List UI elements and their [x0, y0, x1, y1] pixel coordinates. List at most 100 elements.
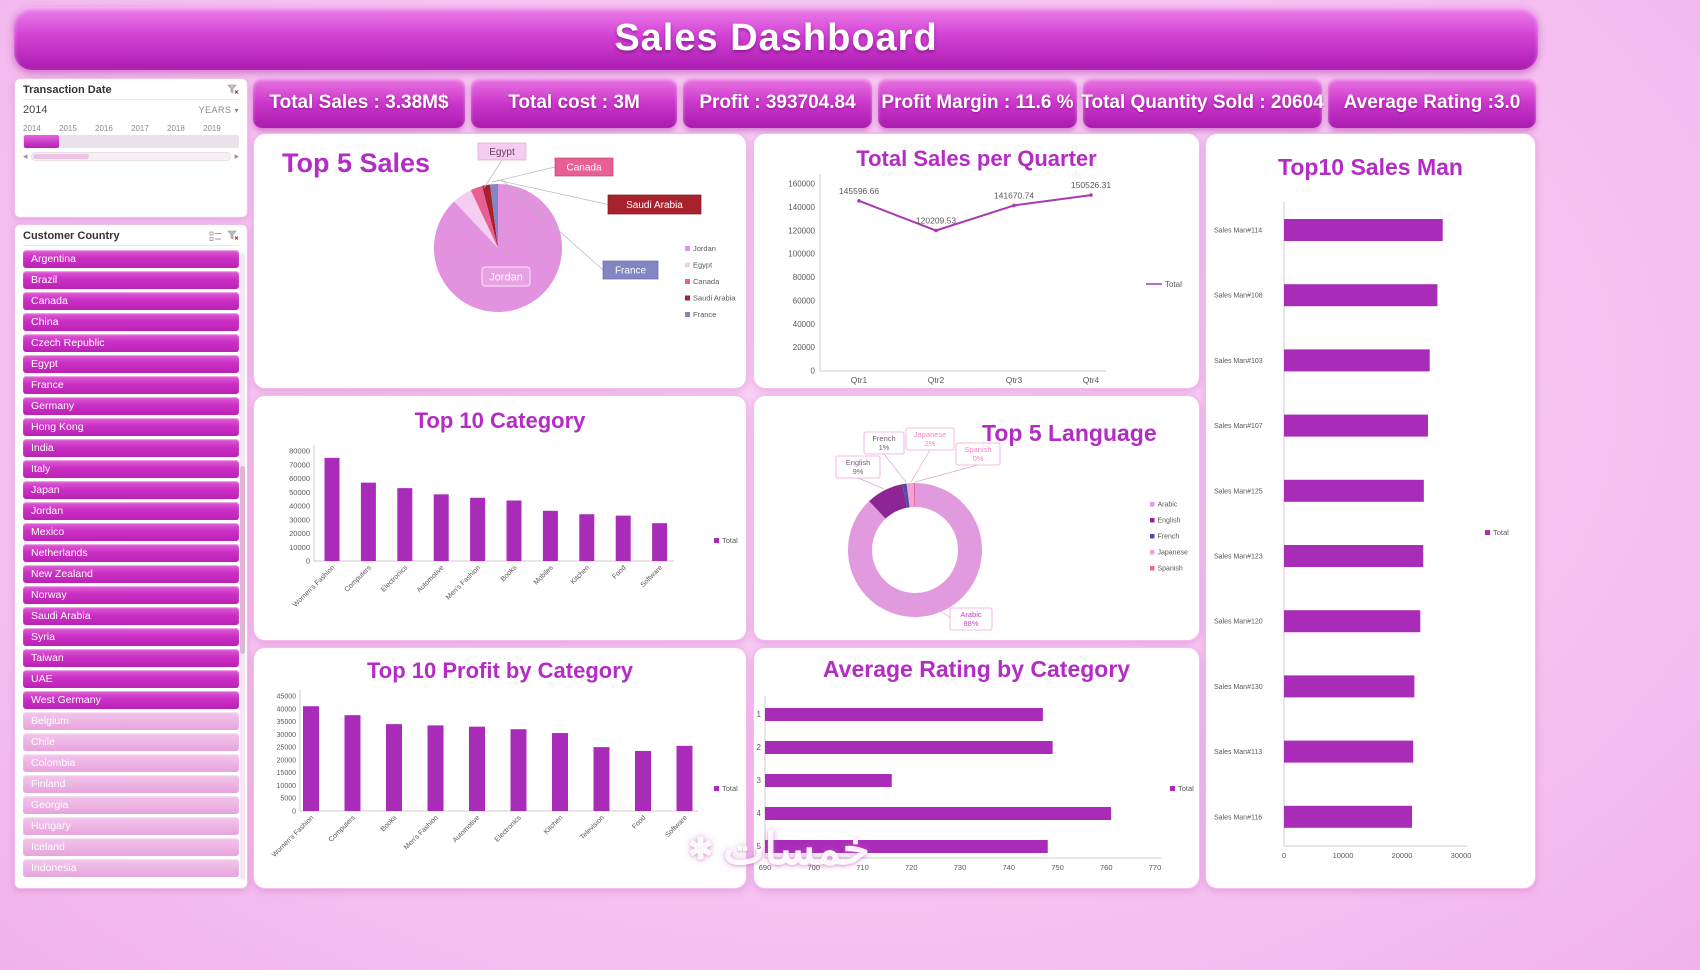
country-scrollbar[interactable]: [240, 253, 245, 880]
y-tick-label: 160000: [788, 180, 815, 189]
top5-sales-pie-chart[interactable]: Jordan Egypt Canada Saudi Arabia France Jorda…: [254, 134, 748, 390]
country-item[interactable]: India: [23, 439, 239, 457]
country-item[interactable]: West Germany: [23, 691, 239, 709]
country-item[interactable]: Iceland: [23, 838, 239, 856]
x-category-label: Electronics: [380, 564, 410, 594]
y-category-label: Sales Man#114: [1214, 228, 1262, 235]
country-item[interactable]: Brazil: [23, 271, 239, 289]
country-item[interactable]: Hong Kong: [23, 418, 239, 436]
bar: [765, 807, 1112, 820]
x-category-label: Women's Fashion: [271, 814, 315, 858]
panel-top10-profit: Top 10 Profit by Category 0 5000 10000 1500…: [253, 647, 747, 889]
bar: [303, 706, 319, 811]
panel-sales-per-quarter: Total Sales per Quarter 0 20000 40000 60000…: [753, 133, 1200, 389]
country-scrollbar-handle[interactable]: [240, 466, 245, 655]
avg-rating-bar-chart[interactable]: 690 700 710 720 730 740 750 760 770 1 2 3 4 5 Total: [754, 648, 1201, 890]
country-item[interactable]: Norway: [23, 586, 239, 604]
callout-leader: [483, 159, 503, 189]
x-tick-label: 30000: [1451, 851, 1472, 860]
country-item[interactable]: New Zealand: [23, 565, 239, 583]
country-item[interactable]: Czech Republic: [23, 334, 239, 352]
pie-inner-label-box: [481, 266, 531, 287]
country-item[interactable]: Colombia: [23, 754, 239, 772]
clear-filter-icon[interactable]: [227, 230, 239, 242]
country-item[interactable]: Georgia: [23, 796, 239, 814]
y-category-label: 3: [757, 776, 762, 785]
country-item[interactable]: Syria: [23, 628, 239, 646]
clear-filter-icon[interactable]: [227, 84, 239, 96]
country-item[interactable]: Jordan: [23, 502, 239, 520]
country-item[interactable]: Belgium: [23, 712, 239, 730]
legend-marker: [685, 262, 690, 268]
country-item[interactable]: Mexico: [23, 523, 239, 541]
legend-marker: [685, 279, 690, 284]
legend-label: Total: [722, 536, 738, 545]
legend-marker: [1150, 534, 1155, 539]
y-tick-label: 45000: [277, 694, 297, 701]
y-tick-label: 0: [292, 809, 296, 816]
legend-marker: [1150, 518, 1155, 523]
legend-label: Jordan: [693, 244, 716, 253]
sales-per-quarter-line-chart[interactable]: 0 20000 40000 60000 80000 100000 120000 140000 1…: [754, 134, 1201, 390]
y-category-label: Sales Man#108: [1214, 293, 1263, 300]
period-dropdown[interactable]: YEARS ▾: [198, 105, 239, 115]
bar: [1284, 740, 1414, 763]
scroll-left-arrow[interactable]: ◂: [23, 151, 28, 161]
country-item[interactable]: Egypt: [23, 355, 239, 373]
x-tick-label: 750: [1051, 863, 1064, 872]
timeline-scrollbar-handle[interactable]: [32, 154, 89, 159]
scroll-right-arrow[interactable]: ▸: [234, 151, 239, 161]
chart-title: Top 5 Language: [982, 420, 1157, 446]
country-item[interactable]: Indonesia: [23, 859, 239, 877]
country-item[interactable]: Netherlands: [23, 544, 239, 562]
callout-box: [607, 194, 702, 215]
callout-label: English: [846, 458, 871, 467]
timeline-year-label: 2019: [203, 124, 221, 133]
country-item[interactable]: Germany: [23, 397, 239, 415]
top10-category-bar-chart[interactable]: 0 10000 20000 30000 40000 50000 60000 70000 8000…: [254, 396, 748, 642]
country-item[interactable]: Chile: [23, 733, 239, 751]
y-category-label: 2: [757, 743, 762, 752]
legend-marker: [685, 295, 690, 301]
y-tick-label: 0: [811, 367, 816, 376]
timeline-track[interactable]: [23, 135, 239, 148]
panel-top10-salesman: Top10 Sales Man 0 10000 20000 30000 Sales Ma…: [1205, 133, 1536, 889]
country-item[interactable]: UAE: [23, 670, 239, 688]
y-category-label: Sales Man#120: [1214, 619, 1263, 626]
legend-label: France: [693, 310, 716, 319]
legend-marker: [685, 246, 690, 251]
x-category-label: Books: [380, 814, 399, 833]
y-tick-label: 30000: [289, 515, 310, 524]
y-tick-label: 40000: [793, 320, 816, 329]
bar: [765, 708, 1043, 721]
callout-leader: [491, 166, 556, 183]
country-item[interactable]: Italy: [23, 460, 239, 478]
country-item[interactable]: Japan: [23, 481, 239, 499]
country-item[interactable]: France: [23, 376, 239, 394]
country-item[interactable]: Taiwan: [23, 649, 239, 667]
bar: [510, 729, 527, 811]
selected-year-value: 2014: [23, 104, 48, 116]
x-category-label: Food: [631, 814, 647, 830]
top10-profit-bar-chart[interactable]: 0 5000 10000 15000 20000 25000 30000 35000 40000…: [254, 648, 748, 890]
timeline-year-label: 2017: [131, 124, 149, 133]
callout-leader: [883, 453, 907, 483]
x-tick-label: 760: [1100, 863, 1113, 872]
timeline-scrollbar[interactable]: [30, 152, 232, 161]
country-item[interactable]: Canada: [23, 292, 239, 310]
country-item[interactable]: China: [23, 313, 239, 331]
callout-pct: 2%: [925, 439, 936, 448]
country-list: Argentina Brazil Canada China Czech Republic…: [23, 250, 239, 877]
pie-inner-label: Jordan: [489, 272, 523, 284]
country-item[interactable]: Saudi Arabia: [23, 607, 239, 625]
kpi-average-rating: Average Rating :3.0: [1328, 78, 1536, 128]
country-item[interactable]: Argentina: [23, 250, 239, 268]
country-item[interactable]: Hungary: [23, 817, 239, 835]
callout-leader: [914, 464, 979, 483]
top10-salesman-bar-chart[interactable]: 0 10000 20000 30000 Sales Man#114 Sales Man#1…: [1206, 134, 1537, 890]
legend-label: Saudi Arabia: [693, 294, 736, 303]
top5-language-donut-chart[interactable]: Arabic88%English9%French1%Japanese2%Span…: [754, 396, 1201, 642]
timeline-selected-range[interactable]: [24, 135, 59, 148]
multi-select-icon[interactable]: [209, 231, 222, 242]
country-item[interactable]: Finland: [23, 775, 239, 793]
